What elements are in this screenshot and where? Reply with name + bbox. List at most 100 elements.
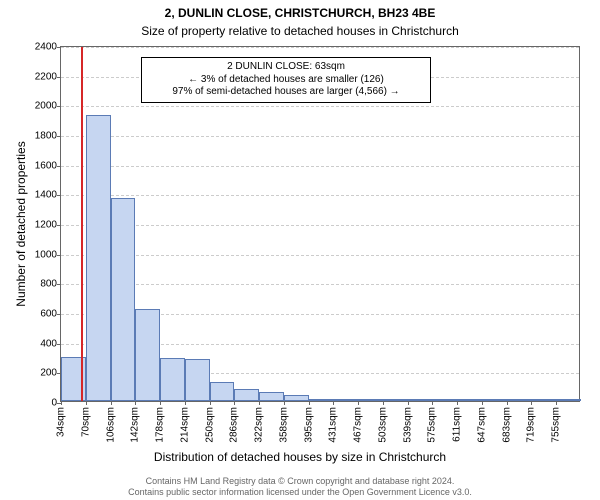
y-tick-mark — [57, 195, 61, 196]
annotation-line: 97% of semi-detached houses are larger (… — [148, 86, 424, 99]
histogram-bar — [358, 399, 383, 401]
histogram-bar — [259, 392, 284, 401]
histogram-bar — [111, 198, 136, 401]
annotation-line: 2 DUNLIN CLOSE: 63sqm — [148, 61, 424, 74]
y-tick-mark — [57, 47, 61, 48]
x-tick-label: 106sqm — [105, 407, 116, 443]
x-tick-label: 467sqm — [353, 407, 364, 443]
x-tick-mark — [86, 401, 87, 405]
histogram-bar — [432, 399, 457, 401]
x-tick-label: 539sqm — [402, 407, 413, 443]
x-tick-mark — [358, 401, 359, 405]
y-tick-label: 400 — [40, 338, 57, 349]
histogram-bar — [135, 309, 160, 401]
x-tick-mark — [333, 401, 334, 405]
gridline — [61, 255, 579, 256]
y-tick-mark — [57, 225, 61, 226]
chart-title-line1: 2, DUNLIN CLOSE, CHRISTCHURCH, BH23 4BE — [0, 6, 600, 20]
y-tick-label: 200 — [40, 368, 57, 379]
chart-container: 2, DUNLIN CLOSE, CHRISTCHURCH, BH23 4BE … — [0, 0, 600, 500]
x-tick-mark — [61, 401, 62, 405]
x-tick-label: 34sqm — [56, 407, 67, 437]
x-tick-label: 358sqm — [278, 407, 289, 443]
y-tick-mark — [57, 106, 61, 107]
x-tick-label: 395sqm — [303, 407, 314, 443]
x-tick-label: 70sqm — [80, 407, 91, 437]
x-tick-label: 214sqm — [179, 407, 190, 443]
x-tick-mark — [234, 401, 235, 405]
x-axis-title: Distribution of detached houses by size … — [0, 450, 600, 464]
x-tick-label: 322sqm — [254, 407, 265, 443]
y-tick-label: 2200 — [35, 71, 57, 82]
x-tick-label: 503sqm — [377, 407, 388, 443]
x-tick-label: 178sqm — [155, 407, 166, 443]
histogram-bar — [210, 382, 235, 401]
x-tick-mark — [210, 401, 211, 405]
x-tick-mark — [531, 401, 532, 405]
x-tick-label: 286sqm — [229, 407, 240, 443]
y-tick-mark — [57, 255, 61, 256]
y-tick-label: 2400 — [35, 42, 57, 53]
x-tick-mark — [507, 401, 508, 405]
y-tick-label: 1000 — [35, 249, 57, 260]
histogram-bar — [86, 115, 111, 401]
footer-attribution: Contains HM Land Registry data © Crown c… — [0, 476, 600, 499]
histogram-bar — [556, 399, 581, 401]
histogram-bar — [457, 399, 482, 401]
x-tick-mark — [259, 401, 260, 405]
gridline — [61, 136, 579, 137]
y-tick-mark — [57, 77, 61, 78]
x-tick-label: 611sqm — [452, 407, 463, 442]
annotation-line: ← 3% of detached houses are smaller (126… — [148, 74, 424, 87]
x-tick-mark — [284, 401, 285, 405]
y-tick-label: 1800 — [35, 131, 57, 142]
x-tick-label: 719sqm — [526, 407, 537, 443]
x-tick-label: 142sqm — [130, 407, 141, 443]
x-tick-mark — [185, 401, 186, 405]
x-tick-label: 647sqm — [476, 407, 487, 443]
x-tick-mark — [383, 401, 384, 405]
x-tick-label: 683sqm — [501, 407, 512, 443]
gridline — [61, 225, 579, 226]
histogram-bar — [408, 399, 433, 401]
x-tick-mark — [135, 401, 136, 405]
plot-area: 0200400600800100012001400160018002000220… — [60, 46, 580, 402]
x-tick-mark — [482, 401, 483, 405]
histogram-bar — [185, 359, 210, 401]
gridline — [61, 166, 579, 167]
x-tick-mark — [432, 401, 433, 405]
histogram-bar — [333, 399, 358, 401]
property-marker-line — [81, 47, 83, 401]
histogram-bar — [507, 399, 532, 401]
histogram-bar — [309, 399, 334, 401]
x-tick-label: 250sqm — [204, 407, 215, 443]
y-tick-mark — [57, 166, 61, 167]
gridline — [61, 47, 579, 48]
histogram-bar — [160, 358, 185, 401]
y-tick-label: 1400 — [35, 190, 57, 201]
annotation-box: 2 DUNLIN CLOSE: 63sqm← 3% of detached ho… — [141, 57, 431, 103]
x-tick-label: 755sqm — [551, 407, 562, 443]
x-tick-mark — [160, 401, 161, 405]
histogram-bar — [383, 399, 408, 401]
y-tick-mark — [57, 314, 61, 315]
y-tick-label: 800 — [40, 279, 57, 290]
y-tick-label: 1600 — [35, 160, 57, 171]
x-tick-mark — [309, 401, 310, 405]
chart-title-line2: Size of property relative to detached ho… — [0, 24, 600, 38]
footer-line: Contains public sector information licen… — [0, 487, 600, 498]
histogram-bar — [234, 389, 259, 401]
y-tick-mark — [57, 284, 61, 285]
gridline — [61, 195, 579, 196]
x-tick-label: 431sqm — [328, 407, 339, 443]
y-axis-title: Number of detached properties — [14, 141, 28, 306]
y-tick-label: 600 — [40, 309, 57, 320]
y-tick-label: 1200 — [35, 220, 57, 231]
x-tick-mark — [111, 401, 112, 405]
x-tick-mark — [457, 401, 458, 405]
y-tick-mark — [57, 136, 61, 137]
gridline — [61, 284, 579, 285]
histogram-bar — [531, 399, 556, 401]
x-tick-label: 575sqm — [427, 407, 438, 443]
y-tick-label: 2000 — [35, 101, 57, 112]
